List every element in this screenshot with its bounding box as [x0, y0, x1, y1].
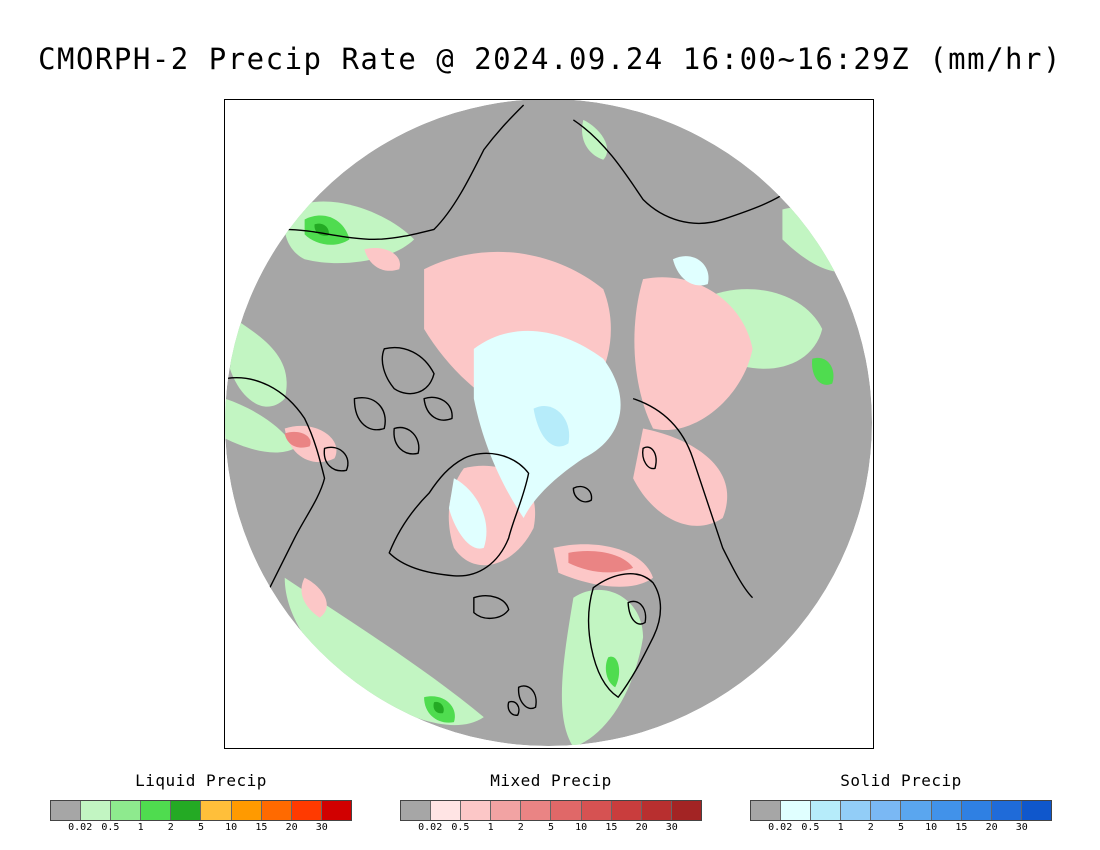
legend-swatch	[171, 801, 202, 820]
legend-swatch	[521, 801, 552, 820]
legend-swatch	[961, 801, 992, 820]
legend-tick-label: 15	[955, 822, 968, 833]
legend-swatch	[751, 801, 782, 820]
legend-swatch	[461, 801, 492, 820]
legend-swatch	[261, 801, 292, 820]
legend-swatch	[81, 801, 112, 820]
legend-swatch	[641, 801, 672, 820]
legend-tick-label: 20	[985, 822, 998, 833]
map-title: CMORPH-2 Precip Rate @ 2024.09.24 16:00~…	[38, 42, 1062, 76]
legend-swatch	[431, 801, 462, 820]
legend-tick-label: 1	[487, 822, 494, 833]
legend-tick-label: 20	[635, 822, 648, 833]
legend-swatch	[611, 801, 642, 820]
legend-swatch	[401, 801, 432, 820]
mixed-precip-legend: Mixed Precip 0.02 0.5 1 2 5 10 15 20 30	[400, 770, 702, 836]
legend-swatch	[581, 801, 612, 820]
legend-swatch	[991, 801, 1022, 820]
legend-tick-label: 0.5	[801, 822, 820, 833]
legend-swatch	[321, 801, 351, 820]
legend-swatch	[781, 801, 812, 820]
legend-swatch	[51, 801, 82, 820]
legend-swatch	[291, 801, 322, 820]
solid-color-bar	[750, 800, 1052, 821]
legend-tick-label: 1	[137, 822, 144, 833]
solid-legend-title: Solid Precip	[840, 771, 962, 790]
legend-tick-label: 1	[837, 822, 844, 833]
liquid-color-bar	[50, 800, 352, 821]
legend-tick-label: 10	[575, 822, 588, 833]
legend-swatch	[811, 801, 842, 820]
liquid-legend-title: Liquid Precip	[135, 771, 267, 790]
solid-precip-light	[533, 405, 570, 447]
legend-tick-label: 20	[285, 822, 298, 833]
legend-tick-label: 10	[925, 822, 938, 833]
legend-swatch	[551, 801, 582, 820]
legend-swatch	[671, 801, 701, 820]
legend-swatch	[931, 801, 962, 820]
legend-tick-label: 2	[517, 822, 524, 833]
liquid-tick-labels: 0.02 0.5 1 2 5 10 15 20 30	[50, 822, 352, 836]
legend-swatch	[491, 801, 522, 820]
legend-swatch	[901, 801, 932, 820]
legend-tick-label: 5	[197, 822, 205, 833]
legend-swatch	[111, 801, 142, 820]
legend-tick-label: 5	[897, 822, 905, 833]
legend-tick-label: 0.02	[418, 822, 443, 833]
mixed-precip-moderate	[284, 431, 634, 573]
legend-tick-label: 2	[167, 822, 174, 833]
polar-precip-map	[224, 99, 874, 749]
legend-tick-label: 2	[867, 822, 874, 833]
coastlines	[225, 104, 803, 716]
legend-swatch	[141, 801, 172, 820]
legend-tick-label: 30	[1015, 822, 1028, 833]
mixed-tick-labels: 0.02 0.5 1 2 5 10 15 20 30	[400, 822, 702, 836]
legend-tick-label: 10	[225, 822, 238, 833]
legend-tick-label: 0.5	[451, 822, 470, 833]
mixed-legend-title: Mixed Precip	[490, 771, 612, 790]
legend-tick-label: 5	[547, 822, 555, 833]
precip-map-svg	[225, 100, 872, 747]
legend-tick-label: 30	[315, 822, 328, 833]
legend-swatch	[231, 801, 262, 820]
solid-precip-legend: Solid Precip 0.02 0.5 1 2 5 10 15 20 30	[750, 770, 1052, 836]
legend-swatch	[1021, 801, 1051, 820]
legend-tick-label: 0.5	[101, 822, 120, 833]
mixed-color-bar	[400, 800, 702, 821]
legend-swatch	[871, 801, 902, 820]
legend-tick-label: 30	[665, 822, 678, 833]
solid-tick-labels: 0.02 0.5 1 2 5 10 15 20 30	[750, 822, 1052, 836]
legend-tick-label: 15	[605, 822, 618, 833]
legend-swatch	[201, 801, 232, 820]
legend-tick-label: 0.02	[768, 822, 793, 833]
liquid-precip-legend: Liquid Precip 0.02 0.5 1 2 5 10 15 20 30	[50, 770, 352, 836]
legend-tick-label: 15	[255, 822, 268, 833]
legend-swatch	[841, 801, 872, 820]
legend-tick-label: 0.02	[68, 822, 93, 833]
